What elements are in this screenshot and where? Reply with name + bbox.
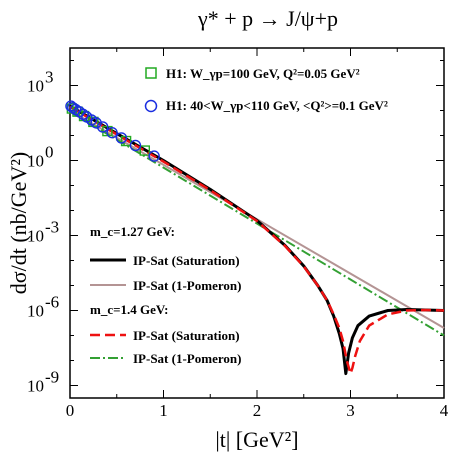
x-tick-label: 0 — [66, 401, 75, 420]
data-points — [65, 100, 160, 162]
y-tick-label: 10 — [27, 152, 44, 171]
axis-ticks — [69, 48, 445, 398]
chart-title: γ* + p → J/ψ+p — [197, 6, 338, 31]
x-tick-label: 2 — [253, 401, 262, 420]
legend-h1-circle: H1: 40<W_γp<110 GeV, <Q²>=0.1 GeV² — [166, 98, 388, 113]
y-tick-exponent: -9 — [45, 368, 59, 387]
h1-square-point — [139, 145, 151, 156]
legend-label-sat-14: IP-Sat (Saturation) — [133, 328, 240, 343]
legend-label-sat-127: IP-Sat (Saturation) — [133, 253, 240, 268]
y-tick-label: 10 — [27, 377, 44, 396]
model-legend: m_c=1.27 GeV: IP-Sat (Saturation) IP-Sat… — [90, 224, 241, 366]
h1-circle-point — [129, 139, 142, 152]
y-tick-label: 10 — [27, 302, 44, 321]
x-tick-label: 4 — [440, 401, 449, 420]
h1-circle-point — [67, 101, 79, 114]
legend-marker-circle — [144, 99, 158, 113]
y-tick-exponent: 0 — [45, 143, 54, 162]
legend-marker-square — [145, 67, 157, 79]
x-tick-label: 3 — [346, 401, 355, 420]
y-tick-exponent: -6 — [45, 293, 59, 312]
y-tick-exponent: -3 — [45, 218, 59, 237]
y-tick-label: 10 — [27, 77, 44, 96]
x-axis-label: |t| [GeV²] — [215, 427, 298, 452]
h1-circle-point — [97, 121, 109, 133]
legend-label-pom-127: IP-Sat (1-Pomeron) — [133, 278, 241, 293]
h1-circle-point — [148, 150, 160, 162]
x-tick-labels: 0 1 2 3 4 — [66, 401, 449, 420]
h1-circle-point — [115, 132, 128, 144]
legend-group-2: m_c=1.4 GeV: — [90, 302, 168, 317]
y-tick-exponent: 3 — [45, 68, 54, 87]
x-tick-label: 1 — [159, 401, 168, 420]
legend-group-1: m_c=1.27 GeV: — [90, 224, 175, 239]
h1-circle-point — [106, 126, 118, 139]
legend-label-pom-14: IP-Sat (1-Pomeron) — [133, 351, 241, 366]
y-axis-label: dσ/dt (nb/GeV²) — [6, 152, 31, 294]
data-legend: H1: W_γp=100 GeV, Q²=0.05 GeV² H1: 40<W_… — [144, 66, 388, 113]
legend-h1-square: H1: W_γp=100 GeV, Q²=0.05 GeV² — [166, 66, 360, 81]
y-tick-label: 10 — [27, 227, 44, 246]
line-saturation-mc14 — [69, 105, 445, 375]
